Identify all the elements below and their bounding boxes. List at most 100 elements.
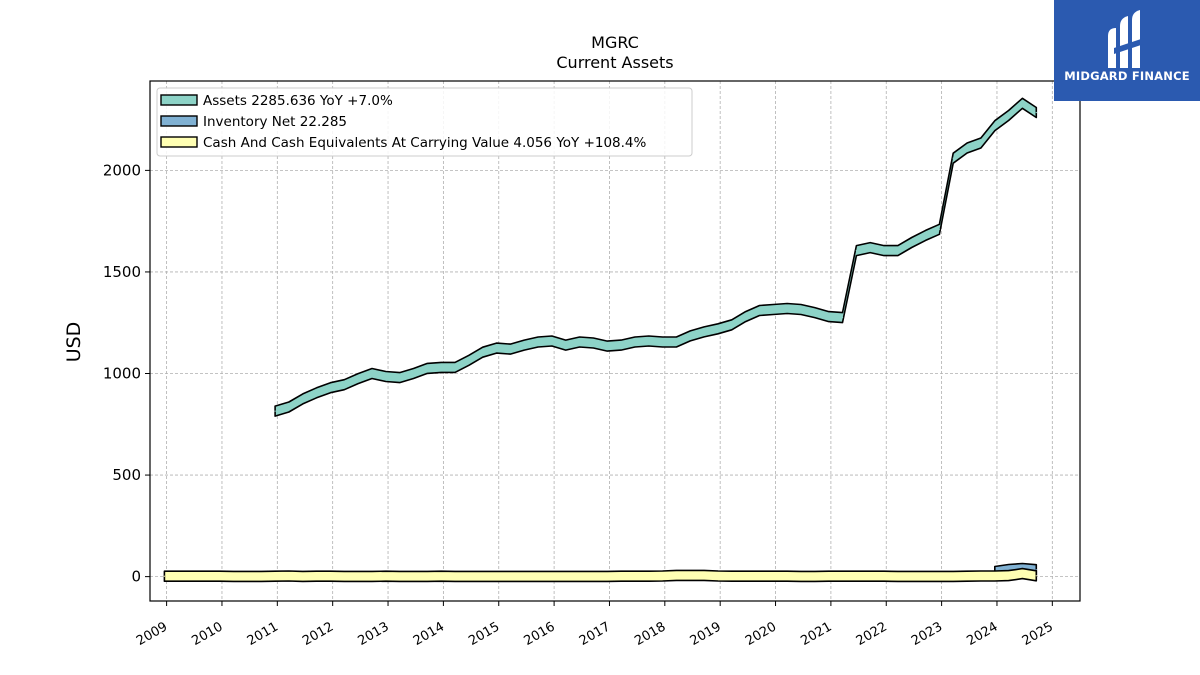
data-point	[758, 309, 761, 312]
data-point	[662, 341, 664, 343]
x-tick-label: 2011	[245, 619, 281, 649]
y-tick-label: 2000	[103, 161, 141, 179]
data-point	[994, 125, 996, 127]
data-point	[772, 308, 774, 311]
data-point	[634, 575, 636, 577]
x-tick-label: 2025	[1020, 619, 1056, 649]
data-point	[731, 575, 733, 577]
data-point	[426, 367, 428, 369]
data-point	[440, 575, 442, 577]
data-point	[786, 307, 788, 310]
y-tick-label: 0	[131, 568, 141, 586]
data-point	[551, 575, 553, 578]
data-point	[537, 341, 539, 343]
data-point	[703, 574, 705, 577]
x-tick-label: 2018	[632, 619, 668, 649]
data-point	[357, 378, 359, 380]
legend-box	[156, 87, 693, 157]
data-point	[592, 575, 595, 578]
data-point	[412, 372, 415, 375]
data-point	[523, 575, 525, 578]
series-layer	[163, 97, 1038, 583]
legend-label-cash-and-cash-equivalents: Cash And Cash Equivalents At Carrying Va…	[203, 135, 647, 151]
x-tick-label: 2021	[798, 619, 834, 649]
legend-swatch-inventory-net	[160, 115, 198, 127]
data-point	[399, 377, 401, 379]
data-point	[288, 575, 290, 577]
data-point	[980, 575, 982, 577]
data-point	[399, 575, 401, 578]
data-point	[523, 344, 525, 346]
x-tick-label: 2009	[134, 619, 170, 649]
data-point	[648, 575, 650, 577]
data-point	[620, 344, 622, 346]
x-tick-label: 2022	[854, 619, 890, 649]
data-point	[745, 575, 747, 577]
data-point	[897, 250, 899, 252]
data-point	[579, 575, 581, 578]
data-point	[371, 575, 373, 578]
series-assets-band	[274, 97, 1038, 417]
data-point	[828, 575, 830, 577]
x-tick-label: 2014	[411, 619, 447, 649]
data-point	[800, 308, 802, 311]
data-point	[302, 398, 304, 400]
brand-logo: MIDGARD FINANCE	[1054, 0, 1200, 101]
data-point	[828, 316, 830, 318]
legend-label-inventory-net: Inventory Net 22.285	[203, 114, 347, 130]
data-point	[758, 575, 761, 577]
data-point	[814, 312, 816, 314]
data-point	[648, 340, 650, 342]
data-point	[911, 241, 913, 244]
data-point	[952, 157, 954, 159]
data-point	[952, 575, 954, 578]
data-point	[1008, 114, 1010, 117]
data-point	[592, 342, 595, 344]
data-point	[938, 228, 941, 230]
data-point	[814, 575, 816, 578]
data-point	[288, 406, 290, 408]
x-tick-label: 2019	[688, 619, 724, 649]
data-point	[426, 575, 428, 578]
data-point	[855, 250, 858, 252]
data-point	[994, 575, 996, 577]
plot-frame	[149, 80, 1081, 602]
data-point	[620, 575, 622, 577]
data-point	[675, 574, 678, 577]
x-tick-label: 2024	[964, 619, 1000, 649]
data-point	[579, 341, 581, 343]
data-point	[1008, 575, 1010, 577]
data-point	[717, 328, 719, 330]
data-point	[925, 575, 927, 578]
x-tick-label: 2015	[466, 619, 502, 649]
data-point	[329, 575, 332, 577]
x-tick-label: 2012	[300, 619, 336, 649]
data-point	[883, 250, 885, 252]
data-point	[205, 575, 207, 577]
x-tick-label: 2016	[522, 619, 558, 649]
data-point	[980, 142, 982, 144]
data-point	[911, 575, 913, 578]
data-point	[495, 347, 498, 349]
data-point	[551, 340, 553, 342]
x-tick-label: 2017	[577, 619, 613, 649]
data-point	[454, 575, 456, 578]
legend-swatch-assets	[160, 94, 198, 106]
data-point	[163, 575, 165, 577]
data-point	[302, 575, 304, 578]
data-point	[1021, 102, 1024, 104]
data-point	[745, 316, 747, 318]
data-point	[662, 575, 664, 577]
data-point	[316, 392, 318, 394]
data-point	[468, 359, 470, 361]
data-point	[938, 575, 941, 578]
data-point	[634, 341, 636, 343]
chart-title: MGRC	[591, 33, 639, 52]
data-point	[482, 575, 484, 578]
data-point	[343, 575, 345, 578]
y-tick-label: 1000	[103, 365, 141, 383]
data-point	[689, 335, 691, 337]
data-point	[800, 575, 802, 578]
data-point	[509, 575, 511, 578]
data-point	[1021, 573, 1024, 575]
